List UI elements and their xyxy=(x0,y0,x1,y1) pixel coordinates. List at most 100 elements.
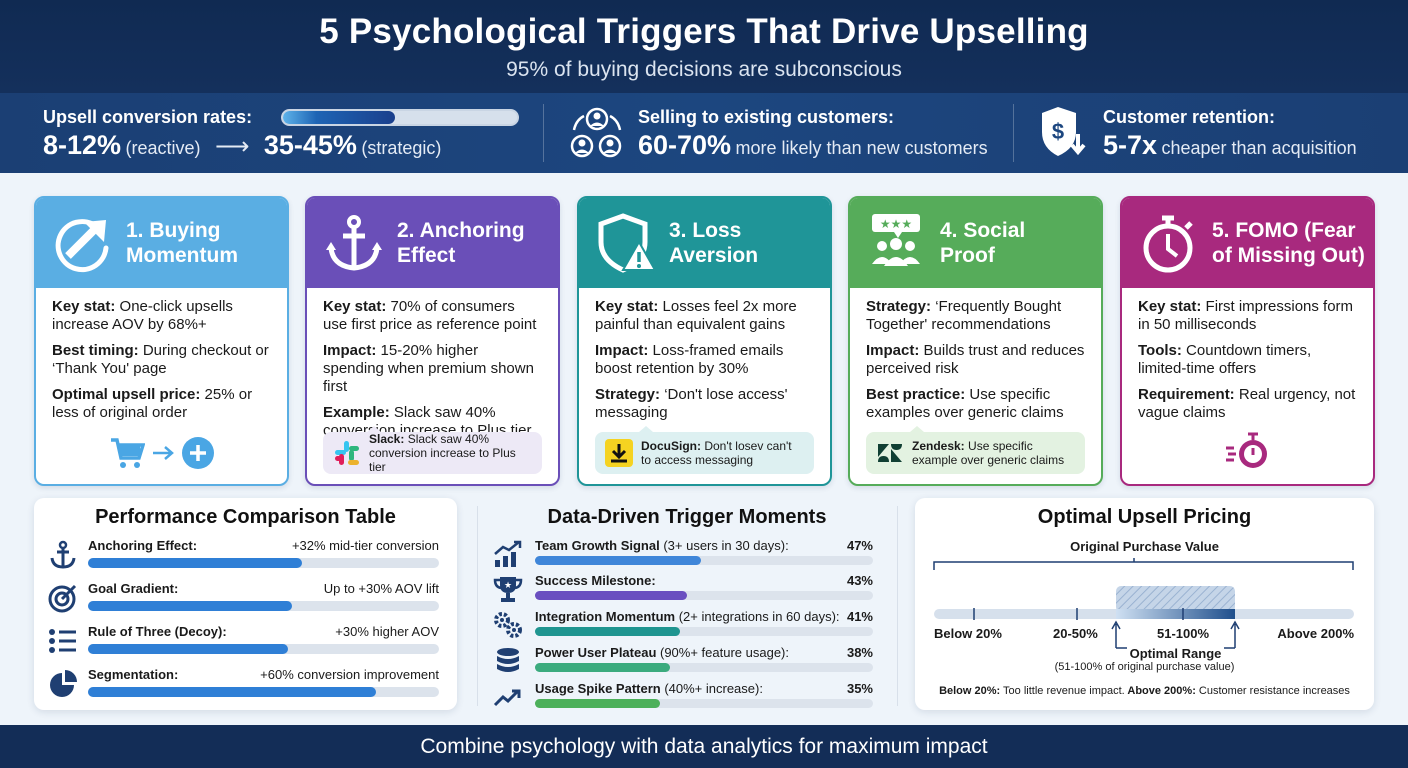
stats-divider xyxy=(1013,104,1014,162)
perf-bar-track xyxy=(88,644,439,654)
cart-to-plus-icon xyxy=(36,436,287,470)
fast-stopwatch-icon xyxy=(1122,430,1373,470)
perf-row-anchoring: Anchoring Effect: +32% mid-tier conversi… xyxy=(48,538,439,578)
conversion-from-note: (reactive) xyxy=(125,138,201,158)
card-body: Key stat: Losses feel 2x more painful th… xyxy=(579,288,830,422)
svg-text:★★★: ★★★ xyxy=(880,217,912,231)
perf-bar-track xyxy=(88,687,439,697)
panel-title: Optimal Upsell Pricing xyxy=(1037,506,1252,528)
tick-label: Below 20% xyxy=(934,626,1002,641)
perf-bar xyxy=(88,687,376,697)
arrow-momentum-icon xyxy=(55,219,109,273)
trigger-row: ★ Success Milestone: 43% xyxy=(493,573,873,607)
trigger-bar-track xyxy=(535,591,873,600)
performance-comparison-panel: Performance Comparison Table Anchoring E… xyxy=(34,498,457,710)
trigger-moments-panel: Data-Driven Trigger Moments Team Growth … xyxy=(477,498,897,710)
perf-bar xyxy=(88,601,292,611)
card-item: Best timing: During checkout or ‘Thank Y… xyxy=(52,342,269,377)
svg-text:★: ★ xyxy=(504,581,512,591)
card-header: ★★★ 4. Social Proof xyxy=(850,198,1101,288)
tick-label: 20-50% xyxy=(1053,626,1098,641)
card-title: 5. FOMO (Fear of Missing Out) xyxy=(1212,219,1365,267)
example-callout: Slack: Slack saw 40% conversion increase… xyxy=(323,426,542,474)
pie-chart-icon xyxy=(50,670,77,697)
trigger-row: Usage Spike Pattern (40%+ increase): 35% xyxy=(493,681,873,715)
trigger-bar xyxy=(535,699,661,708)
trigger-bar-track xyxy=(535,663,873,672)
existing-values: 60-70% more likely than new customers xyxy=(638,130,988,161)
card-item: Key stat: 70% of consumers use first pri… xyxy=(323,298,537,333)
perf-bar xyxy=(88,644,289,654)
shield-warning-icon xyxy=(598,213,657,273)
stats-divider xyxy=(543,104,544,162)
tick-label: Above 200% xyxy=(1277,626,1354,641)
card-item: Key stat: One-click upsells increase AOV… xyxy=(52,298,233,333)
retention-values: 5-7x cheaper than acquisition xyxy=(1103,130,1357,161)
anchor-icon xyxy=(50,540,76,569)
card-title: 3. Loss Aversion xyxy=(669,219,759,267)
card-body: Key stat: 70% of consumers use first pri… xyxy=(307,288,558,440)
svg-text:$: $ xyxy=(1052,119,1064,144)
optimal-pricing-panel: Optimal Upsell Pricing Original Purchase… xyxy=(915,498,1374,710)
card-item: Best practice: Use specific examples ove… xyxy=(866,386,1064,421)
card-title: 4. Social Proof xyxy=(940,219,1026,267)
card-item: Tools: Countdown timers, limited-time of… xyxy=(1138,342,1312,377)
existing-label: Selling to existing customers: xyxy=(638,107,895,127)
tick-label: 51-100% xyxy=(1157,626,1210,641)
perf-bar-track xyxy=(88,601,439,611)
page-subtitle: 95% of buying decisions are subconscious xyxy=(506,58,902,81)
perf-bar xyxy=(88,558,303,568)
pricing-scale xyxy=(933,558,1354,649)
trigger-row: Integration Momentum (2+ integrations in… xyxy=(493,609,873,643)
header: 5 Psychological Triggers That Drive Upse… xyxy=(0,0,1408,93)
perf-bar-track xyxy=(88,558,439,568)
stopwatch-icon xyxy=(1143,215,1193,273)
retention-value: 5-7x xyxy=(1103,130,1158,160)
card-item: Strategy: ‘Don't lose access' messaging xyxy=(595,386,788,421)
trend-up-icon xyxy=(493,689,521,707)
trigger-row: Team Growth Signal (3+ users in 30 days)… xyxy=(493,538,873,572)
retention-note: cheaper than acquisition xyxy=(1161,138,1357,158)
callout-text: Zendesk: Use specific example over gener… xyxy=(912,439,1065,467)
rating-group-icon: ★★★ xyxy=(872,214,920,266)
footer: Combine psychology with data analytics f… xyxy=(0,725,1408,768)
anchor-icon xyxy=(326,215,382,271)
perf-row-rule-of-three: Rule of Three (Decoy): +30% higher AOV xyxy=(48,624,439,664)
shield-dollar-down-icon: $ xyxy=(1042,107,1086,156)
retention-label: Customer retention: xyxy=(1103,107,1276,127)
slack-logo-icon xyxy=(335,441,359,465)
callout-text: Slack: Slack saw 40% conversion increase… xyxy=(369,432,516,474)
card-body: Key stat: First impressions form in 50 m… xyxy=(1122,288,1373,422)
example-callout: Zendesk: Use specific example over gener… xyxy=(866,426,1085,474)
docusign-logo-icon xyxy=(605,439,633,467)
database-icon xyxy=(497,648,519,672)
card-fomo: 5. FOMO (Fear of Missing Out) Key stat: F… xyxy=(1120,196,1375,486)
card-item: Key stat: First impressions form in 50 m… xyxy=(1138,298,1354,333)
card-header: 2. Anchoring Effect xyxy=(307,198,558,288)
card-item: Key stat: Losses feel 2x more painful th… xyxy=(595,298,797,333)
card-loss-aversion: 3. Loss Aversion Key stat: Losses feel 2x… xyxy=(577,196,832,486)
existing-note: more likely than new customers xyxy=(735,138,988,158)
stats-strip xyxy=(0,93,1408,173)
perf-row-goal-gradient: Goal Gradient: Up to +30% AOV lift xyxy=(48,581,439,621)
list-icon xyxy=(49,629,76,653)
pricing-note: Below 20%: Too little revenue impact. Ab… xyxy=(939,685,1350,697)
card-body: Strategy: ‘Frequently Bought Together' r… xyxy=(850,288,1101,422)
trigger-bar-track xyxy=(535,699,873,708)
card-body: Key stat: One-click upsells increase AOV… xyxy=(36,288,287,422)
gears-icon xyxy=(494,612,522,638)
trigger-bar-track xyxy=(535,556,873,565)
card-item: Impact: 15-20% higher spending when prem… xyxy=(323,342,534,395)
card-item: Strategy: ‘Frequently Bought Together' r… xyxy=(866,298,1062,333)
arrow-right-icon: ⟶ xyxy=(214,133,250,160)
optimal-range-label: Optimal Range xyxy=(1129,646,1222,661)
panel-divider xyxy=(477,506,478,706)
perf-row-segmentation: Segmentation: +60% conversion improvemen… xyxy=(48,667,439,707)
card-anchoring-effect: 2. Anchoring Effect Key stat: 70% of cons… xyxy=(305,196,560,486)
example-callout: DocuSign: Don't losev can't to access me… xyxy=(595,426,814,474)
existing-value: 60-70% xyxy=(638,130,732,160)
card-social-proof: ★★★ 4. Social Proof Strategy: ‘Frequently… xyxy=(848,196,1103,486)
card-item: Impact: Builds trust and reduces perceiv… xyxy=(866,342,1085,377)
optimal-range-note: (51-100% of original purchase value) xyxy=(1054,661,1235,673)
customer-cycle-icon xyxy=(570,107,622,158)
